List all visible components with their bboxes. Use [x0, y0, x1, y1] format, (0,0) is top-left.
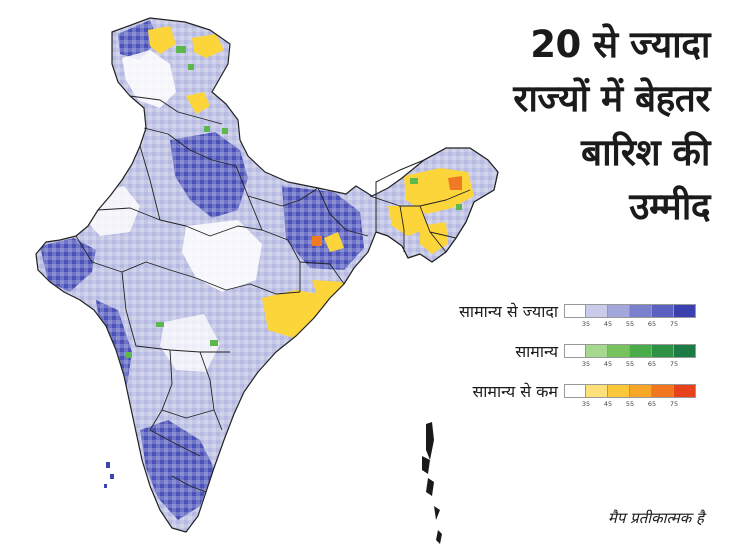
below-normal-region-uttarakhand	[186, 92, 210, 114]
below-normal-region-kashmir	[148, 26, 176, 54]
legend-bar-normal	[564, 344, 696, 358]
legend-row-normal: सामान्य 35 45 55 65 75	[398, 340, 718, 380]
legend-tick-label: 35	[581, 360, 591, 368]
low-signal-region-himalaya	[122, 50, 176, 108]
legend-label-normal: सामान्य	[515, 342, 558, 361]
legend-swatch	[564, 304, 586, 318]
legend-swatch	[586, 344, 608, 358]
northeast-shape	[375, 147, 499, 263]
legend-swatch	[586, 384, 608, 398]
legend-swatch	[608, 304, 630, 318]
normal-spot-northeast-2	[456, 204, 462, 210]
legend-tick-label: 55	[625, 320, 635, 328]
legend-tick-label: 55	[625, 360, 635, 368]
normal-spot-up	[222, 128, 228, 134]
legend-tick-label: 75	[669, 360, 679, 368]
legend-swatch	[608, 344, 630, 358]
legend-tick-label: 55	[625, 400, 635, 408]
legend-label-below-normal: सामान्य से कम	[472, 382, 558, 401]
legend-swatch	[630, 344, 652, 358]
map-caption: मैप प्रतीकात्मक है	[607, 509, 704, 527]
legend-tick-label: 65	[647, 320, 657, 328]
legend-bar-above-normal	[564, 304, 696, 318]
andaman-nicobar-islands	[422, 422, 442, 544]
legend-swatch	[630, 304, 652, 318]
legend-label-above-normal: सामान्य से ज्यादा	[459, 302, 558, 321]
low-signal-region-central	[182, 220, 262, 292]
legend-swatch	[564, 384, 586, 398]
state-boundaries	[35, 17, 499, 533]
lakshadweep-islands	[104, 462, 114, 488]
legend-tick-label: 35	[581, 320, 591, 328]
headline-line-3: बारिश की	[581, 131, 710, 174]
below-normal-region-odisha	[262, 290, 330, 338]
headline-line-1: 20 से ज्यादा	[530, 23, 710, 66]
below-normal-region-orange-spot-ne	[448, 176, 462, 190]
above-normal-dark-region-east	[282, 186, 364, 270]
legend-bar-below-normal	[564, 384, 696, 398]
normal-spot-himachal	[188, 64, 194, 70]
above-normal-dark-region-west	[40, 238, 96, 292]
below-normal-region-northeast-b	[388, 206, 428, 236]
above-normal-dark-region-north	[170, 132, 248, 218]
normal-spot-deccan	[210, 340, 218, 346]
legend-swatch	[674, 304, 696, 318]
legend-ticks-normal: 35 45 55 65 75	[564, 360, 696, 372]
headline: 20 से ज्यादा राज्यों में बेहतर बारिश की …	[410, 18, 710, 234]
normal-spot-punjab	[204, 126, 210, 132]
legend-ticks-above-normal: 35 45 55 65 75	[564, 320, 696, 332]
map-legend: सामान्य से ज्यादा 35 45 55 65 75 सामान्य 35 4…	[398, 300, 718, 420]
normal-spot-maharashtra	[156, 322, 164, 327]
legend-swatch	[674, 384, 696, 398]
normal-spot-northeast	[410, 178, 418, 184]
legend-swatch	[652, 344, 674, 358]
legend-tick-label: 75	[669, 320, 679, 328]
legend-tick-label: 45	[603, 360, 613, 368]
above-normal-dark-region-south	[140, 420, 214, 520]
legend-tick-label: 65	[647, 360, 657, 368]
headline-line-4: उम्मीद	[629, 185, 710, 228]
below-normal-region-ladakh	[192, 34, 224, 58]
legend-tick-label: 75	[669, 400, 679, 408]
legend-swatch	[630, 384, 652, 398]
legend-tick-label: 45	[603, 320, 613, 328]
legend-swatch	[652, 304, 674, 318]
normal-spot-kashmir	[176, 46, 186, 53]
normal-spot-coast	[126, 352, 132, 358]
legend-swatch	[586, 304, 608, 318]
low-signal-region-deccan	[160, 314, 220, 372]
legend-tick-label: 45	[603, 400, 613, 408]
legend-swatch	[608, 384, 630, 398]
legend-tick-label: 35	[581, 400, 591, 408]
legend-swatch	[652, 384, 674, 398]
legend-row-below-normal: सामान्य से कम 35 45 55 65 75	[398, 380, 718, 420]
below-normal-region-orange-spot	[312, 236, 322, 246]
legend-ticks-below-normal: 35 45 55 65 75	[564, 400, 696, 412]
legend-swatch	[674, 344, 696, 358]
below-normal-region-jharkhand	[324, 232, 344, 252]
legend-row-above-normal: सामान्य से ज्यादा 35 45 55 65 75	[398, 300, 718, 340]
headline-line-2: राज्यों में बेहतर	[513, 77, 710, 120]
legend-swatch	[564, 344, 586, 358]
legend-tick-label: 65	[647, 400, 657, 408]
